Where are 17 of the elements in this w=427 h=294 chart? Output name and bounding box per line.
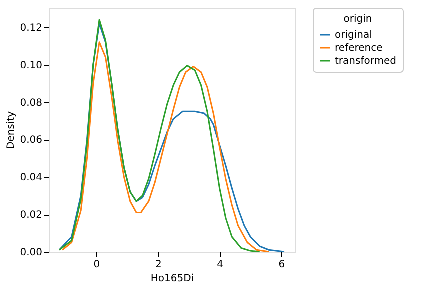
x-tick-label: 0 (94, 260, 100, 270)
y-tick-label: 0.02 (20, 210, 42, 222)
legend-label: transformed (335, 56, 397, 67)
y-tick-label: 0.10 (20, 60, 42, 72)
y-tick-label: 0.06 (20, 135, 42, 146)
legend-label: original (335, 30, 372, 41)
x-tick-label: 6 (278, 260, 286, 270)
x-axis-title: Ho165Di (150, 274, 194, 284)
y-axis-title: Density (6, 111, 18, 150)
legend-label: reference (335, 43, 383, 54)
y-tick-label: 0.08 (20, 98, 42, 109)
x-tick-label: 4 (217, 260, 224, 270)
y-tick-label: 0.12 (20, 22, 42, 34)
y-tick-label: 0.00 (20, 248, 42, 258)
legend-title: origin (344, 14, 372, 25)
y-tick-label: 0.04 (20, 172, 42, 184)
x-tick-label: 2 (155, 260, 162, 270)
